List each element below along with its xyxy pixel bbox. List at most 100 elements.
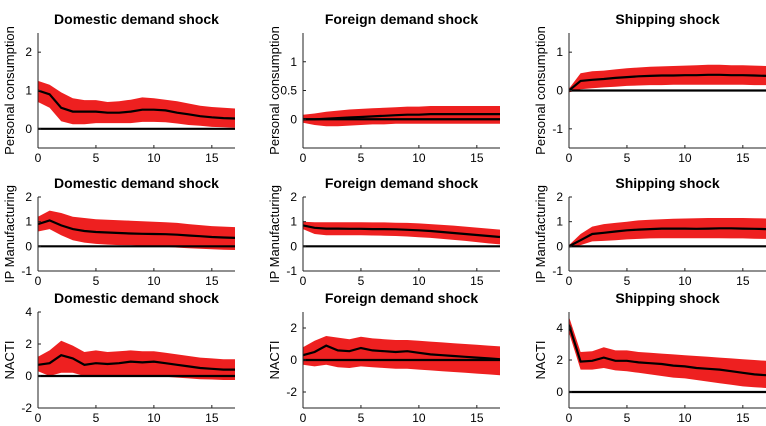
response-line [303, 224, 500, 239]
x-tick-label: 15 [736, 411, 750, 425]
confidence-band [303, 106, 500, 127]
response-line [569, 73, 766, 92]
panel-title: Foreign demand shock [325, 11, 478, 27]
x-tick-label: 15 [470, 274, 484, 288]
y-tick-label: 0 [556, 385, 563, 399]
y-tick-label: 4 [556, 321, 563, 335]
y-axis-label: Personal consumption [533, 26, 548, 155]
response-line [38, 219, 235, 239]
x-tick-label: 10 [412, 274, 426, 288]
panel-9: 0 5 10 15 0 2 4 Shipping shock NACTI [533, 290, 766, 425]
response-line [38, 354, 235, 371]
y-tick-label: 0 [25, 122, 32, 136]
x-tick-label: 5 [93, 274, 100, 288]
x-tick-label: 5 [358, 274, 365, 288]
y-tick-label: 2 [556, 353, 563, 367]
y-axis-label: NACTI [2, 341, 17, 380]
panel-1: 0 5 10 15 0 1 2 Domestic demand shock Personal c… [2, 11, 235, 165]
x-tick-label: 0 [566, 274, 573, 288]
y-tick-label: -1 [552, 122, 563, 136]
y-tick-label: 2 [25, 337, 32, 351]
y-tick-label: 1 [25, 215, 32, 229]
plot-area [303, 106, 500, 127]
y-axis-label: IP Manufacturing [533, 185, 548, 283]
panel-title: Shipping shock [615, 175, 719, 191]
panel-title: Shipping shock [615, 290, 719, 306]
x-tick-label: 15 [470, 151, 484, 165]
plot-area [303, 221, 500, 248]
x-tick-label: 5 [358, 151, 365, 165]
y-tick-label: 2 [25, 190, 32, 204]
panel-title: Foreign demand shock [325, 175, 478, 191]
y-tick-label: 0 [25, 369, 32, 383]
x-tick-label: 15 [736, 274, 750, 288]
x-tick-label: 5 [358, 411, 365, 425]
x-tick-label: 10 [412, 151, 426, 165]
y-tick-label: 2 [556, 190, 563, 204]
confidence-band [569, 316, 766, 388]
confidence-band [303, 336, 500, 376]
y-axis-label: NACTI [533, 341, 548, 380]
y-axis-label: Personal consumption [267, 26, 282, 155]
x-tick-label: 10 [678, 411, 692, 425]
x-tick-label: 15 [736, 151, 750, 165]
panel-title: Domestic demand shock [54, 11, 219, 27]
confidence-band [569, 218, 766, 248]
x-tick-label: 0 [300, 411, 307, 425]
y-tick-label: -2 [21, 401, 32, 415]
x-tick-label: 0 [35, 274, 42, 288]
y-tick-label: 2 [25, 45, 32, 59]
panel-title: Domestic demand shock [54, 175, 219, 191]
x-tick-label: 10 [678, 151, 692, 165]
response-line [38, 89, 235, 120]
plot-area [303, 336, 500, 376]
response-line [569, 324, 766, 377]
y-tick-label: 0 [290, 112, 297, 126]
y-tick-label: -1 [552, 264, 563, 278]
x-tick-label: 5 [624, 151, 631, 165]
y-tick-label: 2 [290, 321, 297, 335]
x-tick-label: 0 [566, 151, 573, 165]
panel-title: Foreign demand shock [325, 290, 478, 306]
y-tick-label: -1 [21, 264, 32, 278]
y-tick-label: 1 [556, 215, 563, 229]
x-tick-label: 0 [566, 411, 573, 425]
y-tick-label: 0 [25, 239, 32, 253]
panel-3: 0 5 10 15 -1 0 1 Shipping shock Personal consump… [533, 11, 766, 165]
x-tick-label: 5 [93, 411, 100, 425]
x-tick-label: 0 [35, 151, 42, 165]
confidence-band [303, 221, 500, 245]
y-axis-label: IP Manufacturing [2, 185, 17, 283]
y-axis-label: Personal consumption [2, 26, 17, 155]
y-tick-label: 0 [290, 239, 297, 253]
confidence-band [569, 64, 766, 93]
plot-area [38, 80, 235, 130]
response-line [569, 227, 766, 248]
y-tick-label: 0 [290, 353, 297, 367]
x-tick-label: 0 [300, 274, 307, 288]
response-line [303, 112, 500, 121]
y-tick-label: 0.5 [280, 84, 297, 98]
y-tick-label: -2 [286, 385, 297, 399]
y-tick-label: 0 [556, 239, 563, 253]
y-axis-label: IP Manufacturing [267, 185, 282, 283]
y-tick-label: 1 [290, 55, 297, 69]
x-tick-label: 5 [93, 151, 100, 165]
plot-area [38, 340, 235, 380]
x-tick-label: 10 [678, 274, 692, 288]
plot-area [569, 316, 766, 394]
panel-2: 0 5 10 15 0 0.5 1 Foreign demand shock Personal … [267, 11, 500, 165]
confidence-band [38, 80, 235, 128]
y-tick-label: 4 [25, 305, 32, 319]
y-axis-label: NACTI [267, 341, 282, 380]
y-tick-label: 1 [556, 45, 563, 59]
x-tick-label: 15 [470, 411, 484, 425]
panel-title: Shipping shock [615, 11, 719, 27]
plot-area [38, 210, 235, 250]
x-tick-label: 10 [147, 411, 161, 425]
